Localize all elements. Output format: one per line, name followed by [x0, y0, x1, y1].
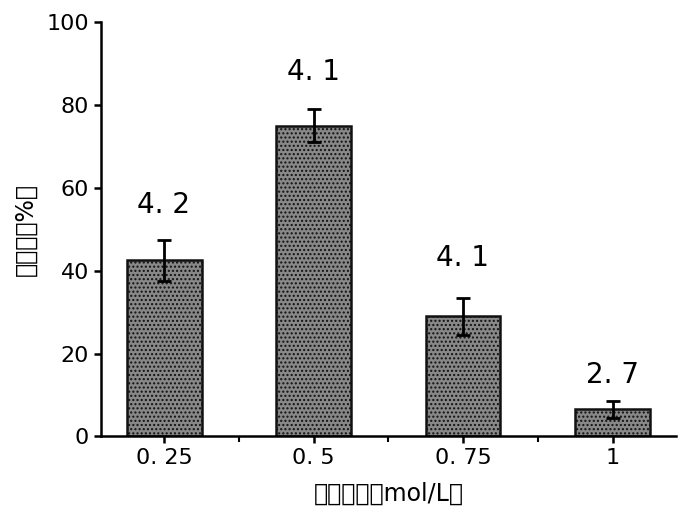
Bar	[276, 125, 351, 436]
Bar	[575, 409, 650, 436]
Bar	[127, 260, 201, 436]
Y-axis label: 存活率（%）: 存活率（%）	[14, 183, 38, 276]
Bar	[426, 316, 500, 436]
Text: 4. 2: 4. 2	[137, 190, 190, 218]
Text: 4. 1: 4. 1	[287, 58, 339, 86]
Text: 4. 1: 4. 1	[436, 244, 489, 272]
X-axis label: 蕎糖浓度（mol/L）: 蕎糖浓度（mol/L）	[313, 482, 464, 506]
Text: 2. 7: 2. 7	[586, 360, 639, 388]
